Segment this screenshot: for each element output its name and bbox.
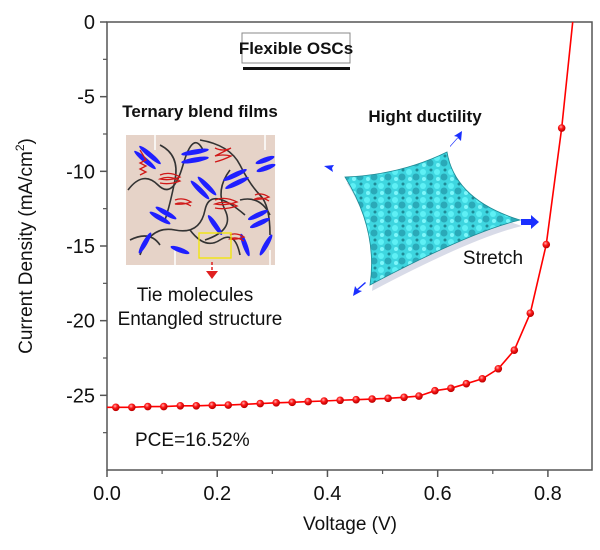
data-point bbox=[192, 401, 201, 410]
arrow-right-icon bbox=[521, 215, 539, 229]
x-tick-label: 0.6 bbox=[424, 483, 452, 505]
data-point bbox=[304, 397, 312, 406]
x-tick-label: 0.0 bbox=[93, 483, 121, 505]
data-point bbox=[256, 399, 265, 408]
data-point bbox=[176, 401, 185, 410]
arrow-top-left-icon bbox=[324, 165, 341, 174]
arrow-top-right-icon bbox=[450, 131, 462, 147]
stretch-caption: Stretch bbox=[463, 248, 523, 269]
stretched-film bbox=[344, 151, 522, 286]
tie-molecules-caption: Tie molecules bbox=[137, 285, 254, 306]
y-axis-title: Current Density (mA/cm2) bbox=[13, 138, 37, 354]
data-point bbox=[557, 124, 566, 132]
y-tick-label: -25 bbox=[66, 385, 95, 407]
data-point bbox=[462, 379, 471, 388]
data-point bbox=[400, 393, 408, 402]
y-axis-title-superscript: 2 bbox=[13, 144, 27, 151]
red-arrow-down-icon bbox=[206, 271, 218, 279]
data-point bbox=[224, 401, 233, 409]
data-point bbox=[526, 309, 535, 318]
y-tick-label: 0 bbox=[84, 12, 95, 34]
data-point bbox=[336, 396, 344, 405]
y-axis-title-close: ) bbox=[16, 138, 37, 144]
data-point bbox=[288, 398, 296, 407]
title-box-label: Flexible OSCs bbox=[239, 39, 353, 58]
flexible-oscs-title-box: Flexible OSCs bbox=[239, 32, 353, 70]
data-point bbox=[208, 401, 217, 410]
x-tick-label: 0.2 bbox=[203, 483, 231, 505]
data-point bbox=[510, 346, 519, 355]
data-point bbox=[320, 397, 328, 405]
data-point bbox=[447, 384, 455, 393]
ductility-title: Hight ductility bbox=[368, 107, 482, 126]
data-point bbox=[415, 392, 423, 400]
x-axis-title: Voltage (V) bbox=[303, 514, 397, 535]
data-point bbox=[384, 394, 392, 403]
ternary-blend-title: Ternary blend films bbox=[122, 102, 278, 121]
ternary-blend-inset: Ternary blend films bbox=[118, 102, 283, 330]
y-axis-title-main: Current Density (mA/cm bbox=[16, 151, 37, 354]
pce-annotation: PCE=16.52% bbox=[135, 430, 250, 451]
stretch-arrows bbox=[324, 131, 539, 296]
data-point bbox=[143, 402, 152, 411]
data-point bbox=[240, 400, 249, 409]
data-point bbox=[478, 374, 487, 383]
data-point bbox=[159, 402, 168, 411]
series-jv-curve bbox=[107, 21, 574, 412]
acceptor-stacks bbox=[134, 145, 276, 257]
data-point bbox=[112, 403, 120, 412]
data-point bbox=[272, 399, 280, 407]
y-tick-label: -20 bbox=[66, 311, 95, 333]
data-point bbox=[542, 240, 551, 249]
x-tick-label: 0.8 bbox=[534, 483, 562, 505]
tie-molecule-highlight bbox=[198, 232, 232, 259]
data-point bbox=[431, 386, 439, 395]
data-point bbox=[128, 403, 136, 412]
data-point bbox=[368, 395, 376, 403]
entangled-structure-caption: Entangled structure bbox=[118, 309, 283, 330]
data-point bbox=[494, 364, 503, 373]
arrow-bottom-left-icon bbox=[353, 282, 366, 296]
y-tick-label: -5 bbox=[77, 87, 95, 109]
data-point bbox=[352, 395, 360, 404]
x-tick-label: 0.4 bbox=[314, 483, 342, 505]
y-tick-label: -10 bbox=[66, 161, 95, 183]
y-tick-label: -15 bbox=[66, 236, 95, 258]
ductility-inset: Hight ductility Stretch bbox=[324, 107, 539, 296]
donor-lamellae bbox=[138, 147, 271, 242]
